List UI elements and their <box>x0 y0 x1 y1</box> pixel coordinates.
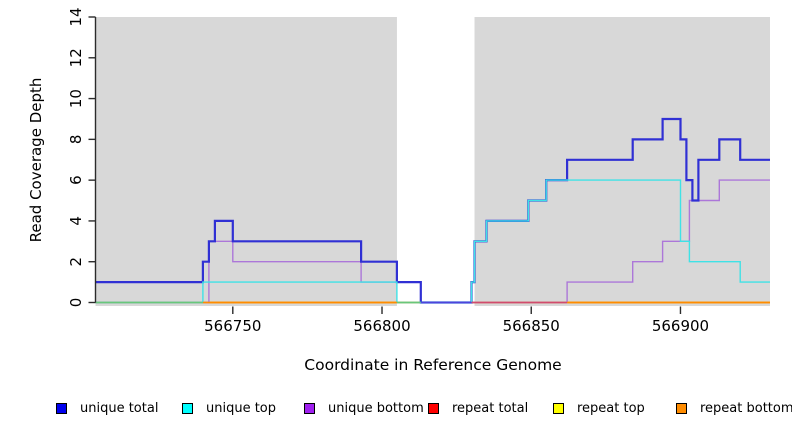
y-tick-label: 0 <box>67 298 85 308</box>
x-tick-label: 566750 <box>204 317 261 335</box>
y-tick-label: 14 <box>67 7 85 26</box>
y-tick-label: 8 <box>67 135 85 145</box>
y-tick-label: 4 <box>67 216 85 226</box>
x-tick-label: 566800 <box>353 317 410 335</box>
unique-bottom-line <box>95 179 770 304</box>
y-axis-title: Read Coverage Depth <box>27 77 45 243</box>
y-tick-label: 12 <box>67 48 85 67</box>
unique-top-line <box>95 179 770 304</box>
x-tick-label: 566850 <box>503 317 560 335</box>
x-axis-title: Coordinate in Reference Genome <box>304 356 562 374</box>
y-tick-label: 10 <box>67 89 85 108</box>
y-tick-label: 2 <box>67 257 85 267</box>
gap-region <box>396 17 475 306</box>
x-tick-label: 566900 <box>652 317 709 335</box>
y-tick-label: 6 <box>67 175 85 185</box>
